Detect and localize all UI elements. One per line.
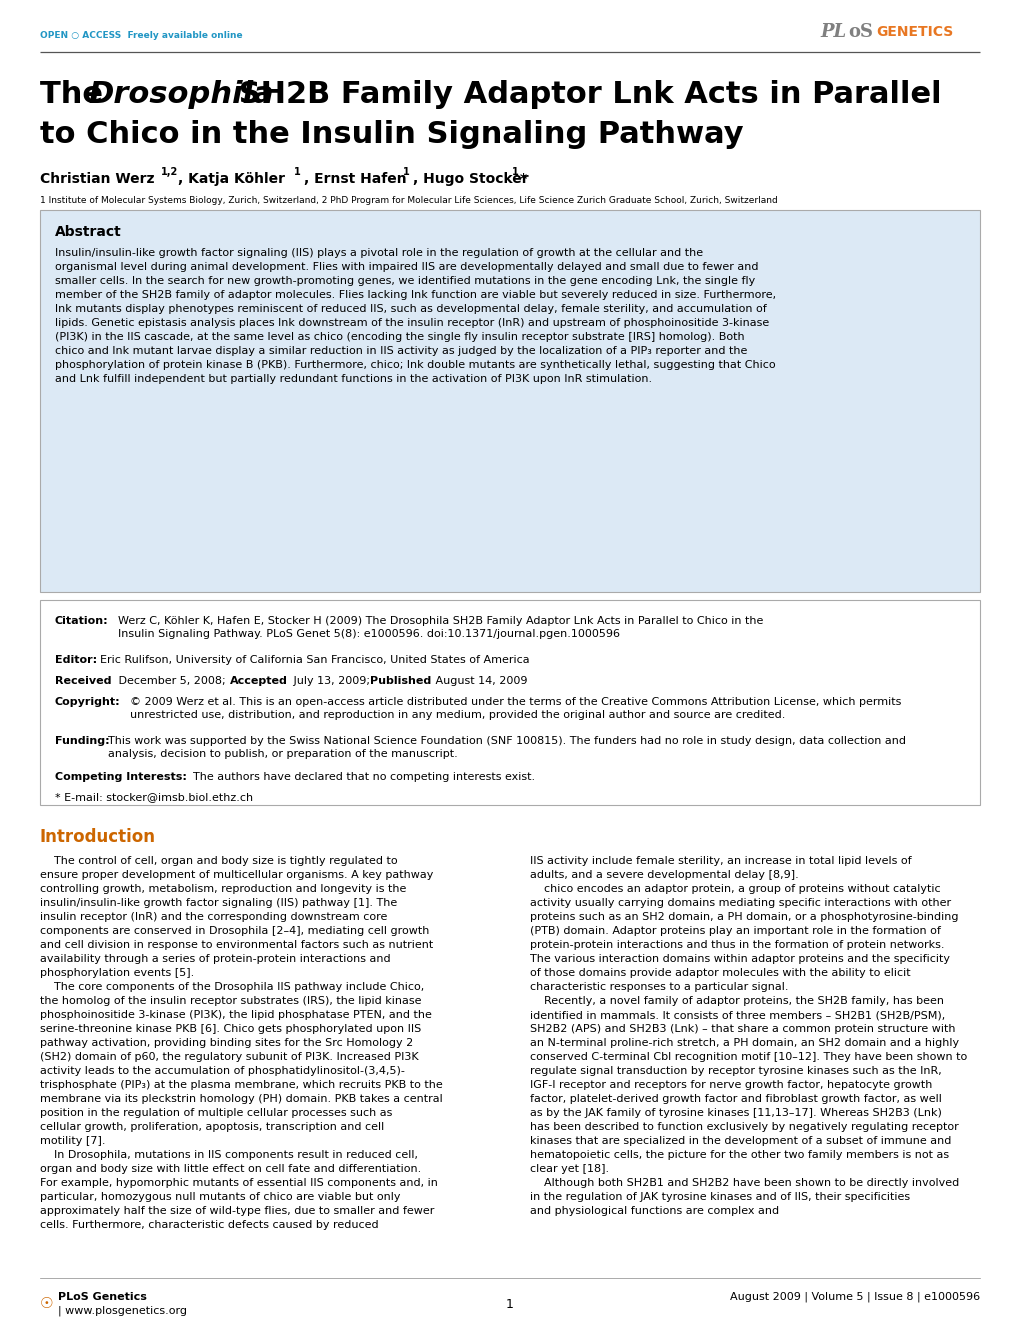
Text: Insulin/insulin-like growth factor signaling (IIS) plays a pivotal role in the r: Insulin/insulin-like growth factor signa… <box>55 248 775 385</box>
Text: PLoS Genetics: PLoS Genetics <box>58 1292 147 1303</box>
Text: , Hugo Stocker: , Hugo Stocker <box>413 173 528 186</box>
Text: , Katja Köhler: , Katja Köhler <box>178 173 284 186</box>
Text: July 13, 2009;: July 13, 2009; <box>289 676 373 686</box>
FancyBboxPatch shape <box>40 209 979 593</box>
Text: Published: Published <box>370 676 431 686</box>
Text: 1: 1 <box>512 167 519 176</box>
Text: o: o <box>847 22 859 41</box>
Text: 1,2: 1,2 <box>161 167 178 176</box>
Text: to Chico in the Insulin Signaling Pathway: to Chico in the Insulin Signaling Pathwa… <box>40 120 743 149</box>
Text: Abstract: Abstract <box>55 225 121 238</box>
Text: Copyright:: Copyright: <box>55 697 120 707</box>
Text: The authors have declared that no competing interests exist.: The authors have declared that no compet… <box>193 772 535 782</box>
Text: Christian Werz: Christian Werz <box>40 173 154 186</box>
Text: *: * <box>520 173 527 186</box>
Text: 1: 1 <box>403 167 410 176</box>
Text: August 2009 | Volume 5 | Issue 8 | e1000596: August 2009 | Volume 5 | Issue 8 | e1000… <box>730 1292 979 1303</box>
Text: © 2009 Werz et al. This is an open-access article distributed under the terms of: © 2009 Werz et al. This is an open-acces… <box>129 697 901 720</box>
Text: December 5, 2008;: December 5, 2008; <box>115 676 229 686</box>
Text: 1 Institute of Molecular Systems Biology, Zurich, Switzerland, 2 PhD Program for: 1 Institute of Molecular Systems Biology… <box>40 196 777 205</box>
Text: Werz C, Köhler K, Hafen E, Stocker H (2009) The Drosophila SH2B Family Adaptor L: Werz C, Köhler K, Hafen E, Stocker H (20… <box>118 616 762 639</box>
Text: PL: PL <box>819 22 846 41</box>
Text: Received: Received <box>55 676 111 686</box>
FancyBboxPatch shape <box>40 601 979 805</box>
Text: Citation:: Citation: <box>55 616 108 626</box>
Text: Competing Interests:: Competing Interests: <box>55 772 186 782</box>
Text: | www.plosgenetics.org: | www.plosgenetics.org <box>58 1306 186 1317</box>
Text: August 14, 2009: August 14, 2009 <box>432 676 527 686</box>
Text: Introduction: Introduction <box>40 828 156 846</box>
Text: The: The <box>40 80 113 109</box>
Text: , Ernst Hafen: , Ernst Hafen <box>304 173 407 186</box>
Text: OPEN ○ ACCESS  Freely available online: OPEN ○ ACCESS Freely available online <box>40 30 243 40</box>
Text: IIS activity include female sterility, an increase in total lipid levels of
adul: IIS activity include female sterility, a… <box>530 856 966 1216</box>
Text: Drosophila: Drosophila <box>88 80 273 109</box>
Text: Eric Rulifson, University of California San Francisco, United States of America: Eric Rulifson, University of California … <box>100 655 529 665</box>
Text: Accepted: Accepted <box>229 676 287 686</box>
Text: * E-mail: stocker@imsb.biol.ethz.ch: * E-mail: stocker@imsb.biol.ethz.ch <box>55 792 253 802</box>
Text: The control of cell, organ and body size is tightly regulated to
ensure proper d: The control of cell, organ and body size… <box>40 856 442 1230</box>
Text: 1: 1 <box>505 1299 514 1310</box>
Text: This work was supported by the Swiss National Science Foundation (SNF 100815). T: This work was supported by the Swiss Nat… <box>108 736 905 759</box>
Text: SH2B Family Adaptor Lnk Acts in Parallel: SH2B Family Adaptor Lnk Acts in Parallel <box>228 80 941 109</box>
Text: Funding:: Funding: <box>55 736 109 745</box>
Text: S: S <box>859 22 872 41</box>
Text: 1: 1 <box>293 167 301 176</box>
Text: GENETICS: GENETICS <box>875 25 953 40</box>
Text: ☉: ☉ <box>40 1296 54 1310</box>
Text: Editor:: Editor: <box>55 655 97 665</box>
